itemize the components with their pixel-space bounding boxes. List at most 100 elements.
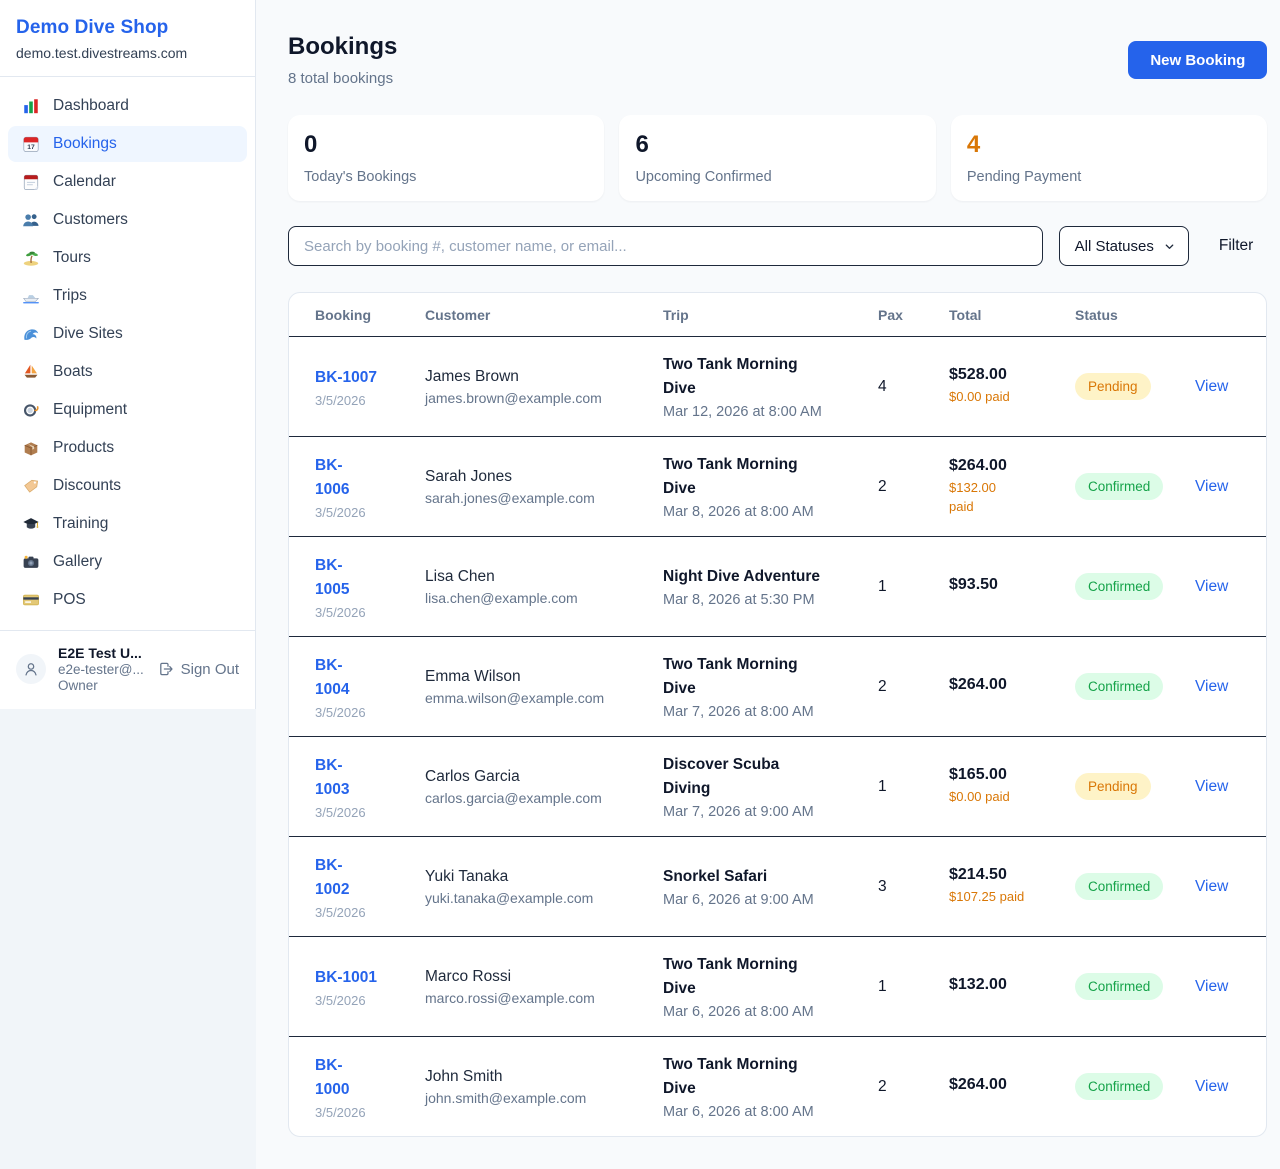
view-link[interactable]: View <box>1195 777 1229 795</box>
sign-out-label: Sign Out <box>180 660 239 678</box>
stat-label: Today's Bookings <box>304 169 417 186</box>
total-cell: $214.50 $107.25 paid <box>949 866 1075 907</box>
total-amount: $528.00 <box>949 366 1007 384</box>
trip-cell: Night Dive Adventure Mar 8, 2026 at 5:30… <box>663 565 878 608</box>
booking-link[interactable]: BK- 1003 <box>315 756 350 798</box>
trip-datetime: Mar 7, 2026 at 8:00 AM <box>663 703 814 720</box>
search-input[interactable] <box>288 226 1043 267</box>
sidebar-item-label: Calendar <box>53 173 116 190</box>
view-link[interactable]: View <box>1195 877 1229 895</box>
status-filter-select[interactable]: All Statuses <box>1058 226 1189 267</box>
view-link[interactable]: View <box>1195 377 1229 395</box>
sidebar-item-discounts[interactable]: Discounts <box>8 468 247 504</box>
customer-email: marco.rossi@example.com <box>425 989 595 1006</box>
status-badge: Confirmed <box>1075 673 1164 701</box>
sidebar-item-dashboard[interactable]: Dashboard <box>8 88 247 124</box>
trip-cell: Snorkel Safari Mar 6, 2026 at 9:00 AM <box>663 865 878 908</box>
sidebar-item-label: Customers <box>53 211 128 228</box>
customer-cell: Marco Rossi marco.rossi@example.com <box>425 968 663 1006</box>
sidebar-item-training[interactable]: Training <box>8 506 247 542</box>
customer-cell: John Smith john.smith@example.com <box>425 1068 663 1106</box>
avatar <box>16 654 46 684</box>
booking-link[interactable]: BK-1001 <box>315 968 378 986</box>
booking-link[interactable]: BK-1007 <box>315 368 378 386</box>
customer-email: james.brown@example.com <box>425 389 602 406</box>
table-row: BK- 1000 3/5/2026 John Smith john.smith@… <box>289 1036 1267 1136</box>
actions-cell: View <box>1195 478 1240 496</box>
booking-link[interactable]: BK- 1000 <box>315 1056 350 1098</box>
customer-email: sarah.jones@example.com <box>425 489 595 506</box>
sidebar-item-gallery[interactable]: Gallery <box>8 544 247 580</box>
customer-cell: Lisa Chen lisa.chen@example.com <box>425 568 663 606</box>
booking-date: 3/5/2026 <box>315 504 366 520</box>
status-filter-value: All Statuses <box>1074 237 1154 255</box>
sidebar-item-dive-sites[interactable]: Dive Sites <box>8 316 247 352</box>
table-header-row: Booking Customer Trip Pax Total Status <box>289 293 1266 336</box>
table-row: BK-1007 3/5/2026 James Brown james.brown… <box>289 336 1267 436</box>
new-booking-button[interactable]: New Booking <box>1128 41 1268 79</box>
sidebar-item-bookings[interactable]: 17 Bookings <box>8 126 247 162</box>
total-amount: $93.50 <box>949 575 998 593</box>
column-header-total: Total <box>949 306 982 323</box>
sidebar-column: Demo Dive Shop demo.test.divestreams.com… <box>0 0 256 1169</box>
dive-mask-icon <box>22 401 40 419</box>
status-cell: Pending <box>1075 373 1195 401</box>
sidebar-item-label: Boats <box>53 363 93 380</box>
pax-count: 2 <box>878 1077 887 1095</box>
view-link[interactable]: View <box>1195 977 1229 995</box>
booking-link[interactable]: BK- 1002 <box>315 856 350 898</box>
booking-date: 3/5/2026 <box>315 1104 366 1120</box>
sidebar-item-calendar[interactable]: Calendar <box>8 164 247 200</box>
booking-date: 3/5/2026 <box>315 604 366 620</box>
booking-cell: BK- 1003 3/5/2026 <box>315 754 425 820</box>
actions-cell: View <box>1195 878 1240 896</box>
actions-cell: View <box>1195 978 1240 996</box>
brand-title[interactable]: Demo Dive Shop <box>16 17 169 38</box>
booking-link[interactable]: BK- 1004 <box>315 656 350 698</box>
table-row: BK- 1002 3/5/2026 Yuki Tanaka yuki.tanak… <box>289 836 1267 936</box>
person-icon <box>25 663 37 676</box>
sidebar-item-label: Bookings <box>53 135 117 152</box>
view-link[interactable]: View <box>1195 677 1229 695</box>
sidebar-item-label: Equipment <box>53 401 128 418</box>
sidebar-item-customers[interactable]: Customers <box>8 202 247 238</box>
trip-cell: Two Tank Morning Dive Mar 6, 2026 at 8:0… <box>663 1053 878 1120</box>
sidebar-item-pos[interactable]: POS <box>8 582 247 618</box>
customer-name: Emma Wilson <box>425 667 521 685</box>
trip-datetime: Mar 6, 2026 at 9:00 AM <box>663 892 814 909</box>
page-title: Bookings <box>288 33 398 60</box>
sidebar-item-products[interactable]: Products <box>8 430 247 466</box>
status-badge: Confirmed <box>1075 1073 1164 1101</box>
booking-cell: BK- 1004 3/5/2026 <box>315 654 425 720</box>
sign-out-button[interactable]: Sign Out <box>158 661 239 678</box>
customer-cell: Sarah Jones sarah.jones@example.com <box>425 468 663 506</box>
customer-name: John Smith <box>425 1067 503 1085</box>
people-icon <box>22 211 40 229</box>
stat-card-upcoming-confirmed: 6 Upcoming Confirmed <box>619 115 936 202</box>
view-link[interactable]: View <box>1195 577 1229 595</box>
sidebar-item-tours[interactable]: Tours <box>8 240 247 276</box>
customer-email: carlos.garcia@example.com <box>425 789 602 806</box>
total-cell: $264.00 <box>949 1076 1075 1098</box>
view-link[interactable]: View <box>1195 477 1229 495</box>
sidebar-item-equipment[interactable]: Equipment <box>8 392 247 428</box>
paid-amount: $0.00 paid <box>949 789 1010 805</box>
booking-link[interactable]: BK- 1006 <box>315 456 350 498</box>
chevron-down-icon <box>1165 244 1174 249</box>
filter-button[interactable]: Filter <box>1205 237 1267 255</box>
trip-datetime: Mar 6, 2026 at 8:00 AM <box>663 1003 814 1020</box>
brand-domain: demo.test.divestreams.com <box>16 45 188 61</box>
view-link[interactable]: View <box>1195 1077 1229 1095</box>
booking-link[interactable]: BK- 1005 <box>315 556 350 598</box>
customer-email: emma.wilson@example.com <box>425 689 605 706</box>
table-row: BK-1001 3/5/2026 Marco Rossi marco.rossi… <box>289 936 1267 1036</box>
main-content: Bookings 8 total bookings New Booking 0 … <box>256 0 1280 1169</box>
user-info: E2E Test U... e2e-tester@... Owner <box>58 645 146 693</box>
actions-cell: View <box>1195 1078 1240 1096</box>
sidebar-item-boats[interactable]: Boats <box>8 354 247 390</box>
trip-datetime: Mar 8, 2026 at 8:00 AM <box>663 503 814 520</box>
brand-block: Demo Dive Shop demo.test.divestreams.com <box>0 0 255 77</box>
sidebar-item-trips[interactable]: Trips <box>8 278 247 314</box>
trip-datetime: Mar 7, 2026 at 9:00 AM <box>663 803 814 820</box>
